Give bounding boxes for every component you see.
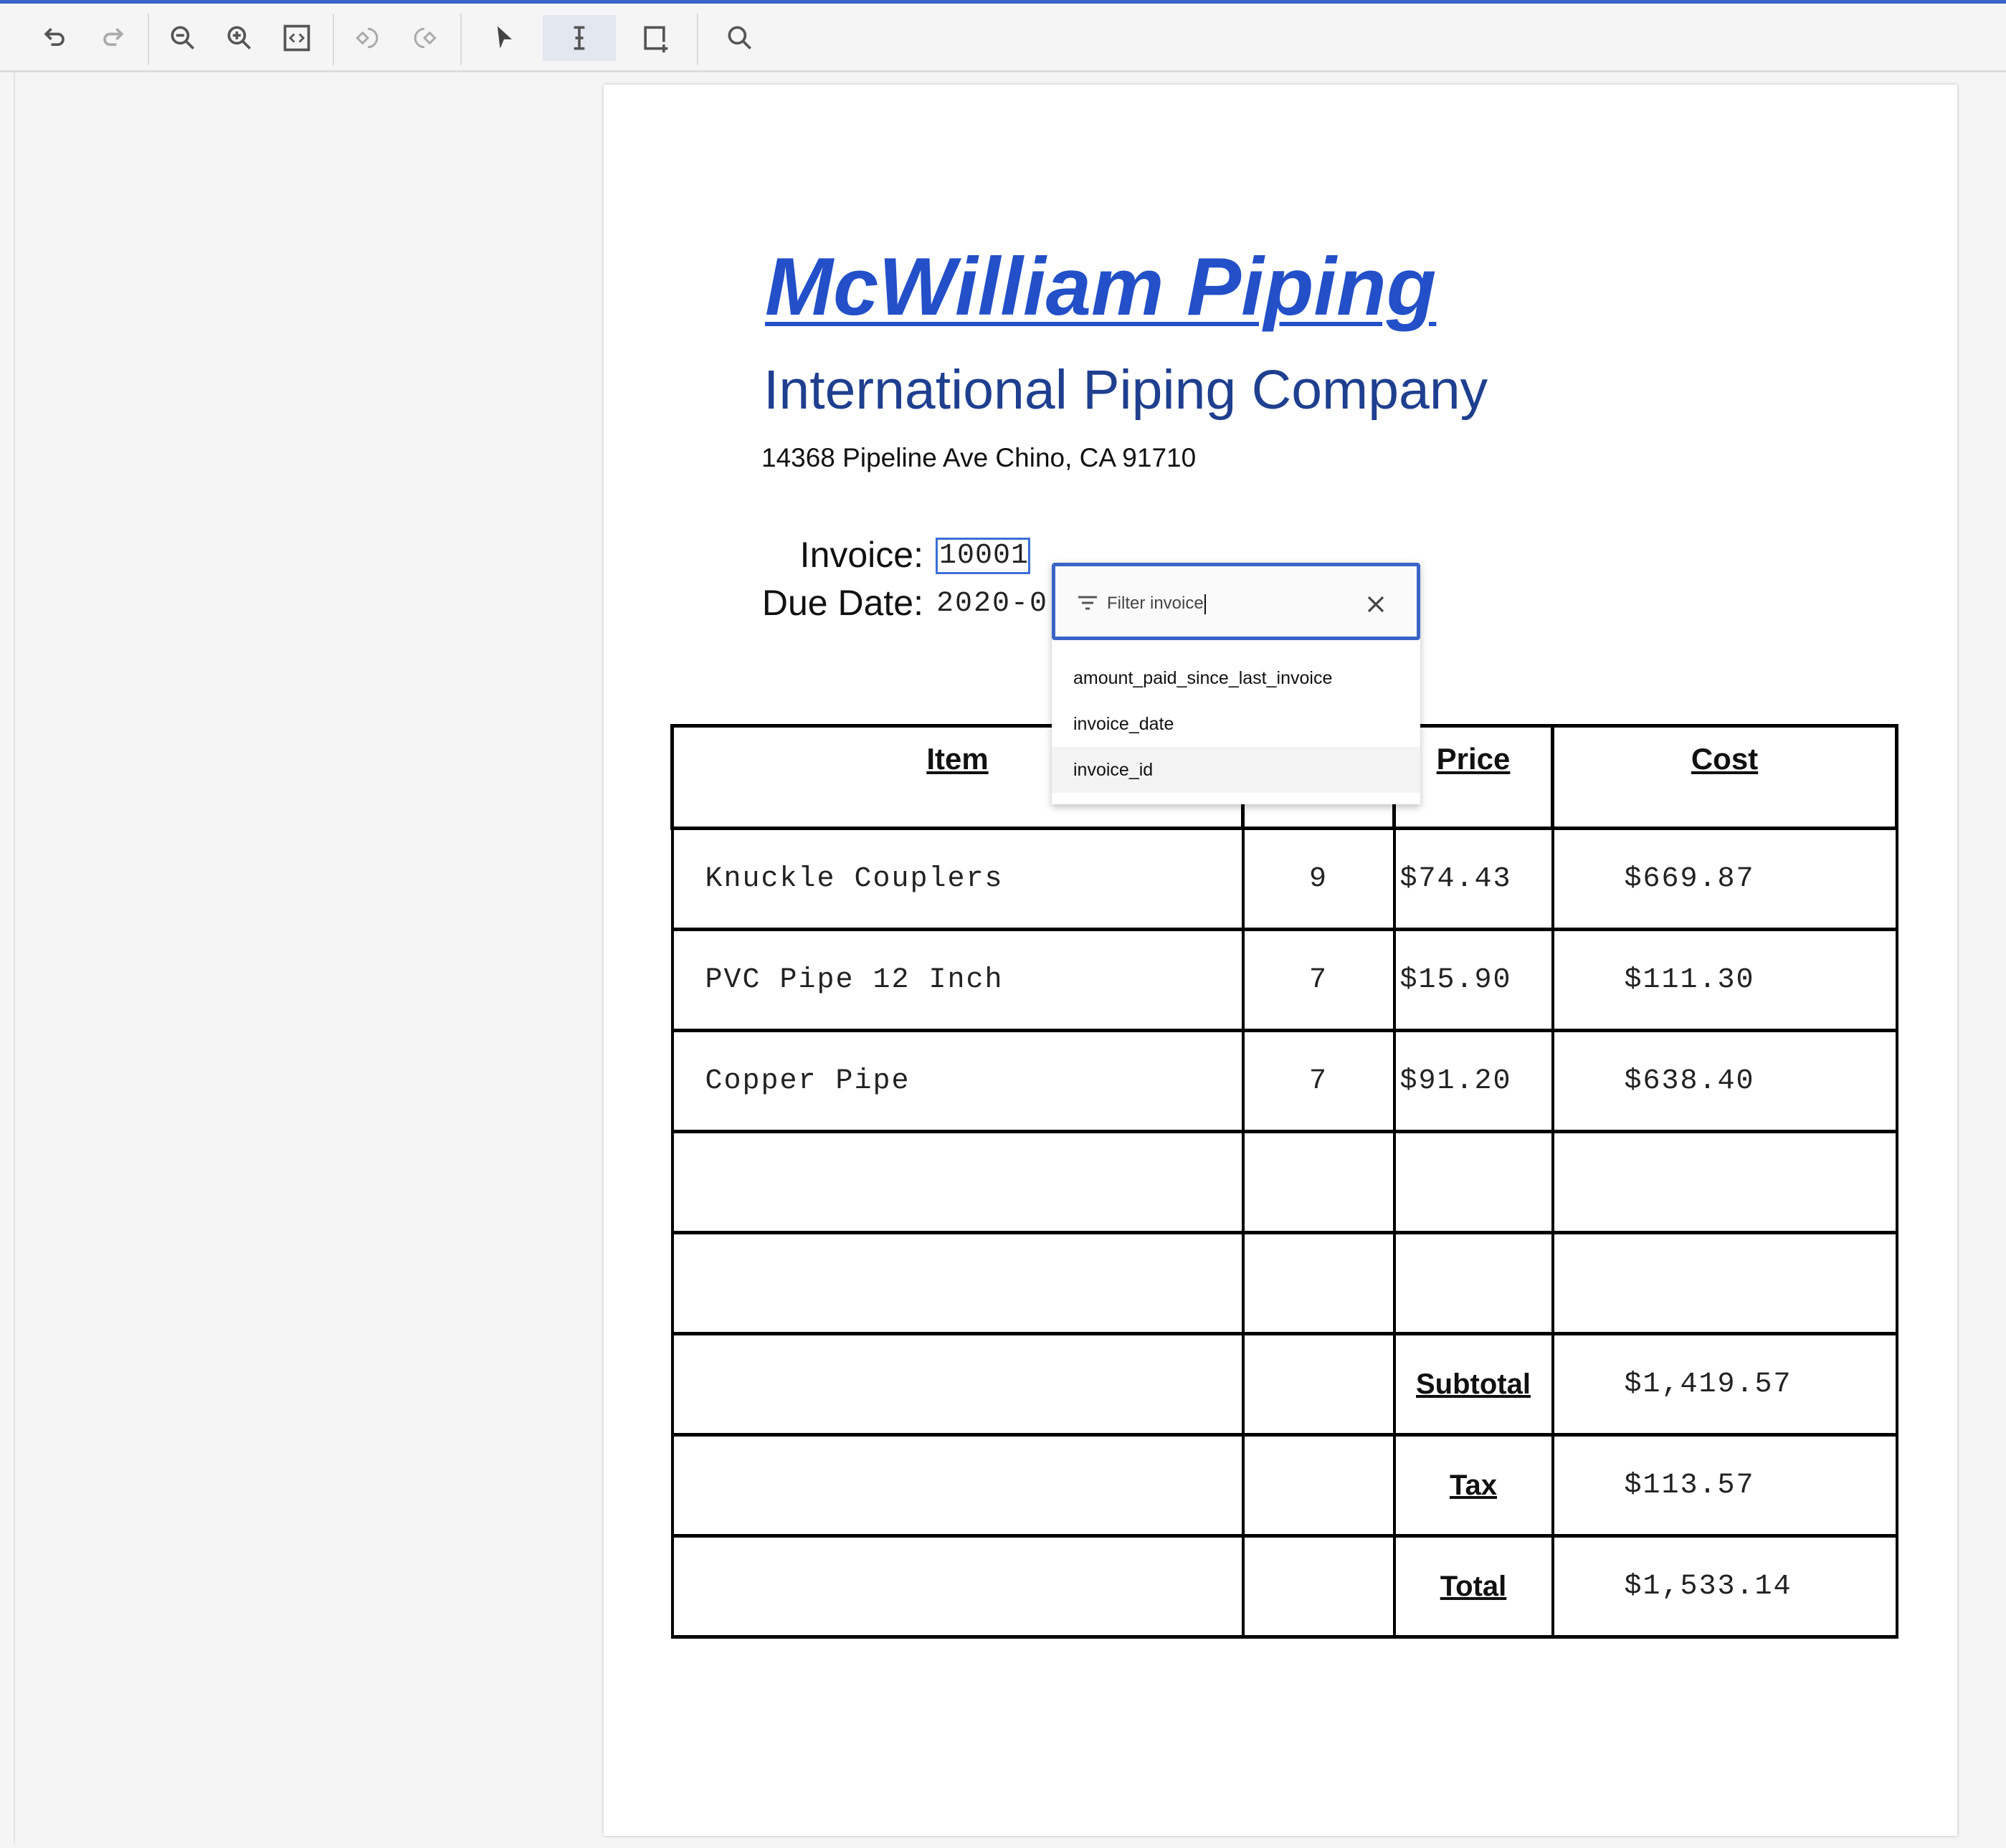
tax-row: Tax $113.57 [670, 1433, 1898, 1538]
header-cost: Cost [1551, 724, 1898, 830]
due-date-value: 2020-0 [936, 588, 1049, 620]
add-region-icon [644, 26, 668, 53]
search-button[interactable] [718, 16, 761, 59]
cell-cost: $669.87 [1551, 827, 1898, 931]
search-icon [728, 26, 751, 49]
table-row: Copper Pipe 7 $91.20 $638.40 [670, 1029, 1898, 1133]
table-row-empty [670, 1130, 1898, 1234]
subtotal-row: Subtotal $1,419.57 [670, 1332, 1898, 1437]
toolbar-separator [333, 14, 334, 65]
cell-item: PVC Pipe 12 Inch [670, 928, 1245, 1032]
pointer-tool-button[interactable] [483, 16, 526, 59]
toolbar-separator [460, 14, 462, 65]
company-subtitle: International Piping Company [764, 359, 1488, 421]
zoom-out-icon [171, 26, 194, 49]
filter-option-highlighted[interactable]: invoice_id [1052, 747, 1420, 793]
text-cursor-icon [574, 26, 585, 50]
redo-icon [103, 27, 124, 46]
toolbar-separator [697, 14, 698, 65]
subtotal-label: Subtotal [1392, 1332, 1554, 1437]
toolbar-separator [148, 14, 149, 65]
total-label: Total [1392, 1534, 1554, 1639]
filter-dropdown: Filter invoice amount_paid_since_last_in… [1052, 563, 1420, 804]
total-row: Total $1,533.14 [670, 1534, 1898, 1639]
cell-price: $15.90 [1392, 928, 1554, 1032]
invoice-value-selected[interactable]: 10001 [936, 538, 1030, 574]
fit-page-button[interactable] [275, 16, 318, 59]
total-value: $1,533.14 [1551, 1534, 1898, 1639]
rotate-right-button[interactable] [403, 16, 446, 59]
zoom-out-button[interactable] [161, 16, 204, 59]
company-title: McWilliam Piping [765, 242, 1437, 333]
tax-label: Tax [1392, 1433, 1554, 1538]
filter-input[interactable]: Filter invoice [1052, 563, 1420, 640]
table-row: Knuckle Couplers 9 $74.43 $669.87 [670, 827, 1898, 931]
toolbar [0, 4, 2006, 72]
rotate-right-icon [414, 27, 437, 49]
invoice-table: Item Price Cost Knuckle Couplers 9 $74.4… [670, 724, 1898, 1639]
undo-button[interactable] [34, 16, 77, 59]
table-row: PVC Pipe 12 Inch 7 $15.90 $111.30 [670, 928, 1898, 1032]
rotate-left-icon [356, 27, 379, 49]
zoom-in-button[interactable] [218, 16, 261, 59]
fit-page-icon [283, 24, 310, 52]
cell-item: Copper Pipe [670, 1029, 1245, 1133]
cell-cost: $638.40 [1551, 1029, 1898, 1133]
cell-qty: 7 [1241, 1029, 1396, 1133]
cell-price: $91.20 [1392, 1029, 1554, 1133]
due-date-label: Due Date: [761, 583, 923, 623]
filter-option[interactable]: invoice_date [1073, 714, 1174, 734]
filter-option[interactable]: amount_paid_since_last_invoice [1073, 668, 1333, 688]
invoice-label: Invoice: [799, 535, 923, 575]
undo-icon [44, 27, 65, 46]
close-icon[interactable] [1365, 594, 1387, 615]
cell-item: Knuckle Couplers [670, 827, 1245, 931]
filter-icon [1078, 596, 1097, 610]
zoom-in-icon [227, 26, 251, 49]
subtotal-value: $1,419.57 [1551, 1332, 1898, 1437]
rotate-left-button[interactable] [346, 16, 389, 59]
redo-button[interactable] [91, 16, 134, 59]
company-address: 14368 Pipeline Ave Chino, CA 91710 [761, 443, 1197, 472]
text-caret [1204, 594, 1206, 614]
tax-value: $113.57 [1551, 1433, 1898, 1538]
cell-qty: 9 [1241, 827, 1396, 931]
pointer-icon [497, 26, 512, 49]
window-accent-bar [0, 0, 2006, 4]
table-row-empty [670, 1231, 1898, 1335]
filter-input-value: Filter invoice [1107, 594, 1204, 613]
cell-qty: 7 [1241, 928, 1396, 1032]
add-region-button[interactable] [633, 16, 676, 59]
sidebar-divider [14, 72, 15, 1843]
cell-price: $74.43 [1392, 827, 1554, 931]
text-select-tool-button[interactable] [543, 15, 616, 61]
cell-cost: $111.30 [1551, 928, 1898, 1032]
